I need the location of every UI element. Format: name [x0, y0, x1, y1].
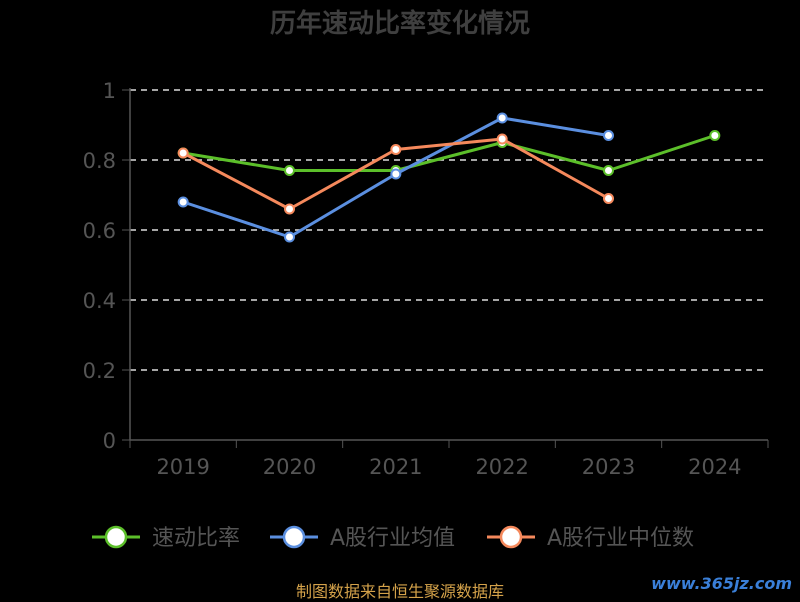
data-point: [496, 112, 508, 124]
chart-title: 历年速动比率变化情况: [270, 8, 530, 39]
series-line: [182, 134, 716, 172]
x-tick-label: 2019: [156, 455, 209, 479]
data-point: [177, 147, 189, 159]
data-point: [496, 133, 508, 145]
series-group: [177, 112, 721, 243]
legend-label: 速动比率: [152, 526, 240, 551]
legend-marker: [104, 525, 128, 549]
data-point: [177, 196, 189, 208]
grid-lines: [130, 89, 768, 371]
data-point: [284, 165, 295, 176]
y-tick-label: 0.8: [83, 149, 116, 173]
x-axis-ticks: 2019 2020 2021 2022 2023 2024: [129, 440, 769, 479]
legend-marker: [499, 525, 523, 549]
y-tick-label: 0.4: [83, 289, 116, 313]
x-tick-label: 2024: [688, 455, 741, 479]
x-tick-label: 2020: [263, 455, 316, 479]
axes: [129, 88, 768, 441]
x-tick-label: 2021: [369, 455, 422, 479]
data-source-note: 制图数据来自恒生聚源数据库: [295, 582, 504, 601]
data-point: [284, 231, 295, 243]
y-tick-label: 0.6: [83, 219, 116, 243]
data-point: [390, 168, 402, 180]
data-point: [284, 203, 295, 215]
data-point: [709, 130, 721, 141]
legend-item-2: A股行业均值: [270, 525, 455, 551]
legend-marker: [282, 525, 306, 549]
watermark: www.365jz.com: [651, 574, 792, 593]
y-tick-label: 1: [103, 79, 116, 103]
series-3: [177, 133, 614, 215]
x-tick-label: 2022: [475, 455, 528, 479]
legend-item-3: A股行业中位数: [487, 525, 694, 551]
data-point: [603, 165, 614, 176]
y-tick-label: 0.2: [83, 359, 116, 383]
y-axis-ticks: 0 0.2 0.4 0.6 0.8 1: [83, 79, 130, 453]
data-point: [603, 130, 614, 141]
legend-item-1: 速动比率: [92, 525, 240, 551]
legend: 速动比率 A股行业均值 A股行业中位数: [92, 525, 694, 551]
x-tick-label: 2023: [582, 455, 635, 479]
legend-label: A股行业均值: [330, 526, 455, 551]
data-point: [390, 144, 402, 155]
y-tick-label: 0: [103, 429, 116, 453]
legend-label: A股行业中位数: [547, 526, 694, 551]
series-2: [177, 112, 614, 243]
series-1: [177, 130, 721, 176]
data-point: [603, 193, 614, 204]
